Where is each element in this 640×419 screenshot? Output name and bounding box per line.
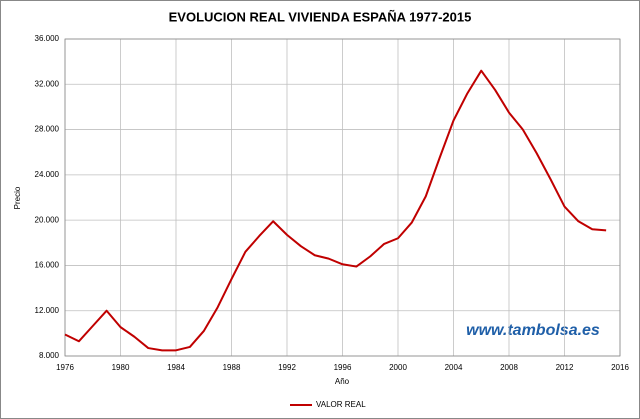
x-tick-label: 2012 (556, 363, 574, 372)
x-tick-label: 1996 (334, 363, 352, 372)
y-tick-label: 20.000 (35, 215, 60, 224)
y-tick-label: 28.000 (35, 125, 60, 134)
data-line (64, 69, 607, 352)
y-tick-label: 8.000 (39, 351, 60, 360)
x-tick-label: 1988 (223, 363, 241, 372)
x-tick-label: 2000 (389, 363, 407, 372)
y-tick-label: 36.000 (35, 34, 60, 43)
x-axis-label: Año (335, 377, 350, 386)
x-tick-label: 2016 (611, 363, 629, 372)
y-tick-label: 12.000 (35, 306, 60, 315)
x-tick-label: 2004 (445, 363, 463, 372)
y-tick-label: 32.000 (35, 79, 60, 88)
y-tick-label: 16.000 (35, 261, 60, 270)
x-tick-label: 1984 (167, 363, 185, 372)
legend-label: VALOR REAL (316, 400, 366, 409)
x-tick-label: 1976 (56, 363, 74, 372)
y-axis-label: Precio (13, 186, 22, 209)
x-tick-label: 2008 (500, 363, 518, 372)
x-tick-label: 1992 (278, 363, 296, 372)
x-tick-label: 1980 (112, 363, 130, 372)
y-tick-label: 24.000 (35, 170, 60, 179)
annotation: www.tambolsa.es (466, 322, 600, 339)
chart-title: EVOLUCION REAL VIVIENDA ESPAÑA 1977-2015 (169, 9, 472, 24)
plot-area (64, 38, 621, 357)
